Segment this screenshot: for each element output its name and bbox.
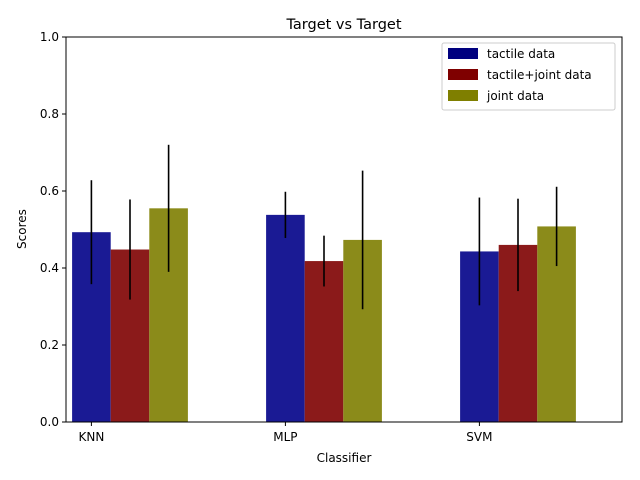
y-axis-label: Scores	[15, 209, 29, 249]
plot-frame	[65, 36, 623, 423]
chart-title: Target vs Target	[285, 17, 401, 33]
x-axis: KNN MLP SVM	[78, 422, 492, 444]
y-tick-label: 0.8	[40, 107, 59, 121]
bar-tactile-joint-data-mlp	[304, 261, 344, 422]
legend-label: tactile data	[487, 47, 555, 61]
y-tick-label: 0.6	[40, 184, 59, 198]
legend: tactile data tactile+joint data joint data	[441, 42, 616, 111]
x-tick-label: MLP	[273, 430, 297, 444]
x-tick-label: KNN	[78, 430, 104, 444]
bar-tactile-data-mlp	[266, 214, 305, 422]
legend-label: tactile+joint data	[487, 68, 592, 82]
x-axis-label: Classifier	[317, 451, 372, 465]
y-axis: 0.0 0.2 0.4 0.6 0.8 1.0	[40, 30, 66, 429]
y-tick-label: 0.4	[40, 261, 59, 275]
legend-frame	[441, 42, 616, 111]
y-tick-label: 0.2	[40, 338, 59, 352]
error-bars-group	[90, 144, 558, 310]
y-tick-label: 0.0	[40, 415, 59, 429]
legend-swatch	[448, 48, 478, 59]
bars-group	[72, 208, 576, 422]
x-tick-label: SVM	[466, 430, 492, 444]
legend-swatch	[448, 69, 478, 80]
legend-swatch	[448, 90, 478, 101]
y-tick-label: 1.0	[40, 30, 59, 44]
legend-label: joint data	[486, 89, 544, 103]
